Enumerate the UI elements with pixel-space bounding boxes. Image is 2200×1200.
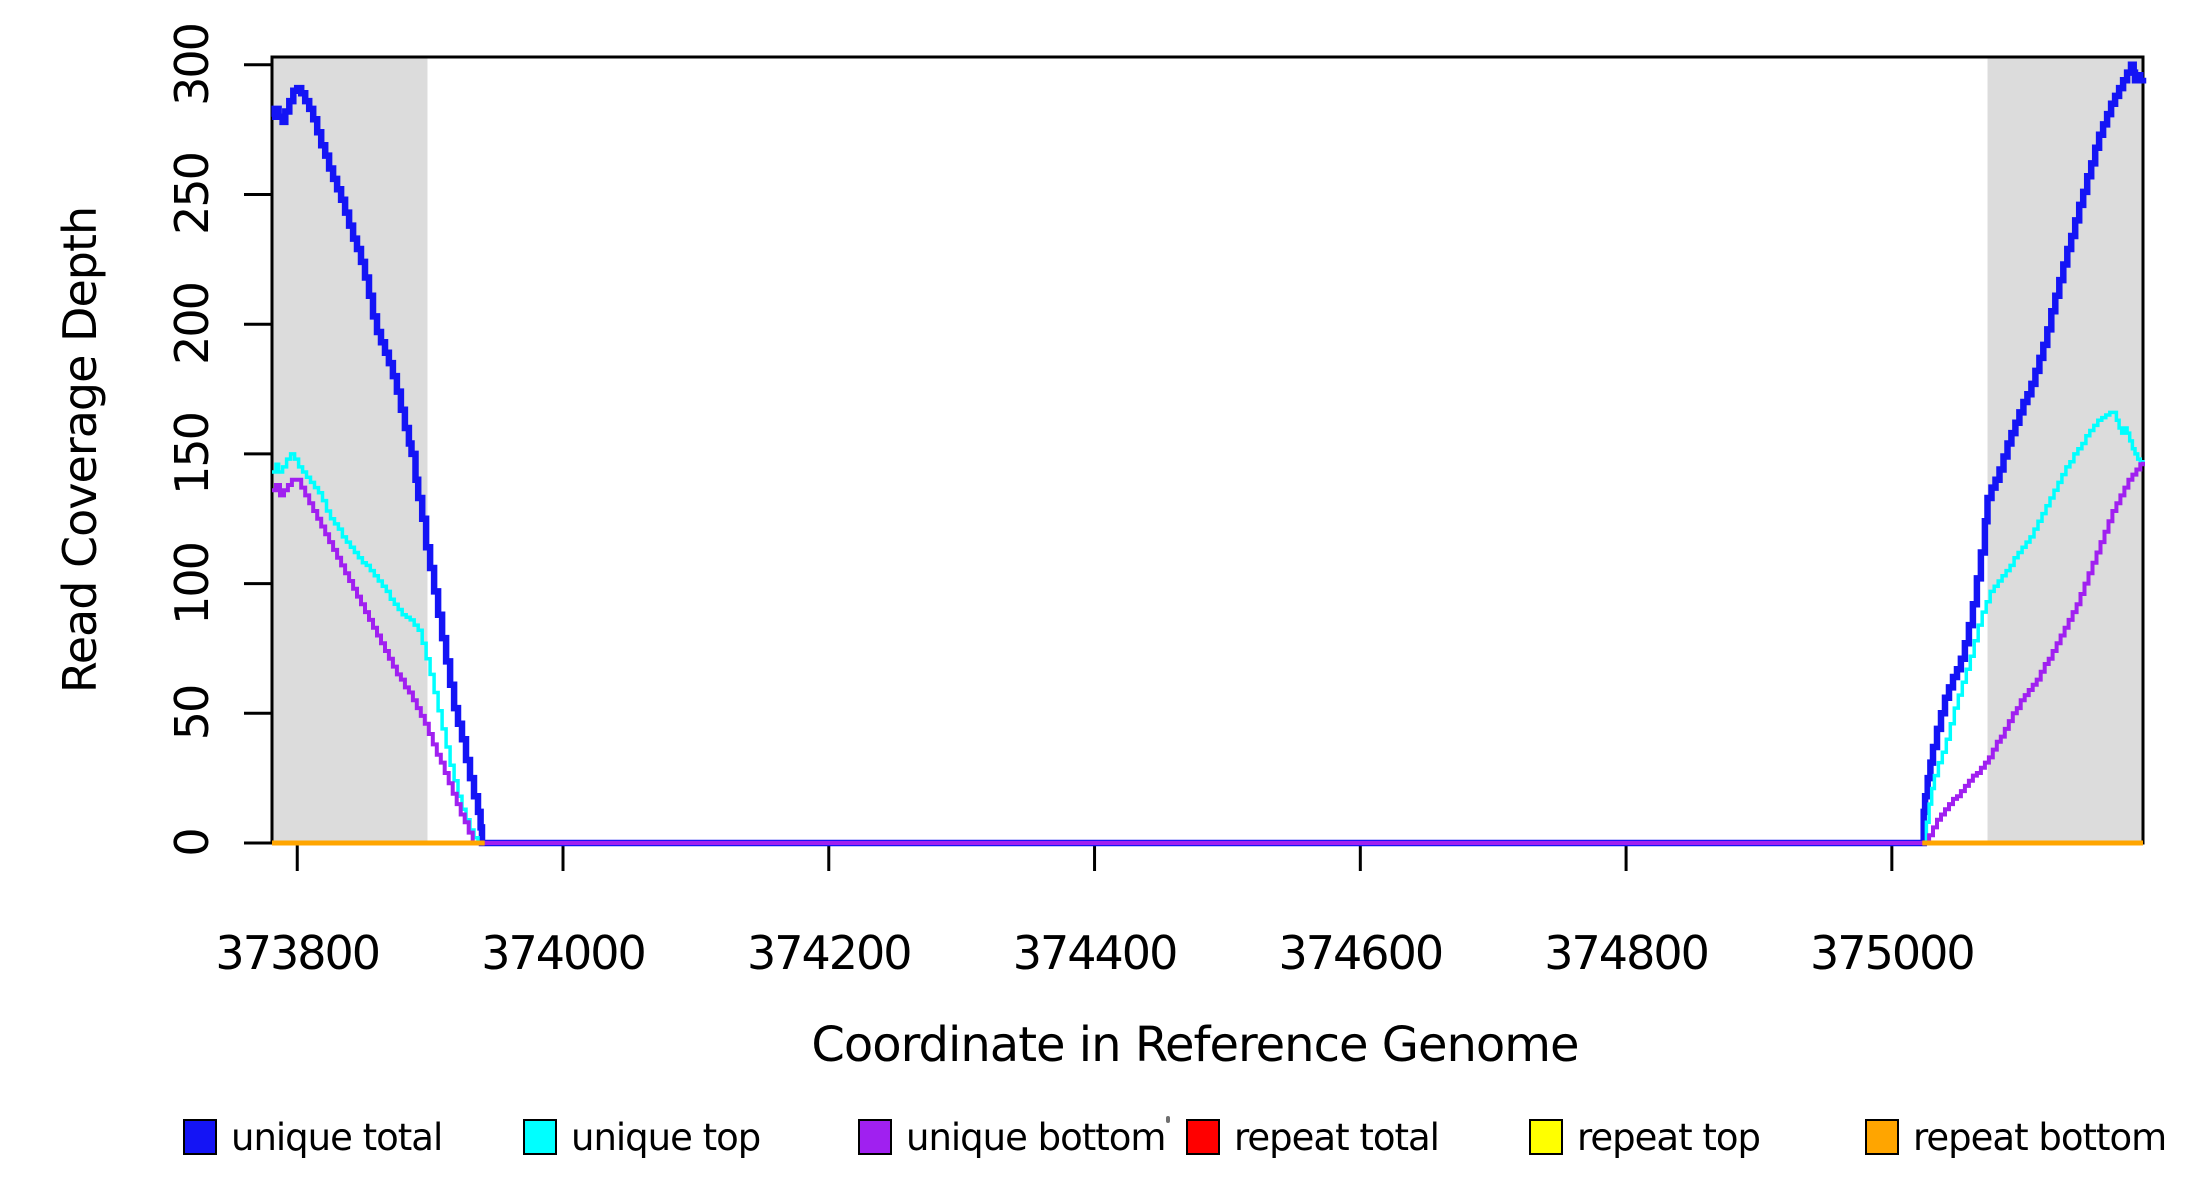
stray-mark — [1166, 1116, 1170, 1123]
legend-label: repeat total — [1234, 1115, 1440, 1159]
legend-label: unique top — [571, 1115, 761, 1159]
series-line-unique-top — [272, 410, 2145, 845]
legend-label: repeat bottom — [1913, 1115, 2167, 1159]
series-line-unique-bottom — [272, 461, 2145, 845]
y-tick-label: 200 — [165, 283, 219, 366]
legend-swatch-icon — [1186, 1119, 1220, 1155]
x-tick-label: 374800 — [1544, 926, 1710, 980]
plot-box — [270, 55, 2145, 845]
y-tick-label: 150 — [165, 412, 219, 495]
legend-item-unique-bottom: unique bottom — [858, 1115, 1166, 1159]
legend-label: repeat top — [1577, 1115, 1761, 1159]
y-tick-label: 250 — [165, 153, 219, 236]
y-tick-label: 50 — [165, 686, 219, 741]
x-tick-label: 374600 — [1278, 926, 1445, 980]
legend-item-repeat-top: repeat top — [1529, 1115, 1761, 1159]
y-axis-title: Read Coverage Depth — [53, 206, 107, 694]
y-tick-label: 0 — [165, 829, 219, 857]
legend-swatch-icon — [183, 1119, 217, 1155]
legend-swatch-icon — [1529, 1119, 1563, 1155]
x-tick-label: 374000 — [481, 926, 647, 980]
legend-item-repeat-total: repeat total — [1186, 1115, 1440, 1159]
y-tick-label: 100 — [165, 542, 219, 625]
legend-item-unique-total: unique total — [183, 1115, 443, 1159]
legend-label: unique total — [231, 1115, 443, 1159]
highlight-band — [1987, 57, 2143, 843]
legend-item-unique-top: unique top — [523, 1115, 761, 1159]
x-axis-title: Coordinate in Reference Genome — [811, 1017, 1579, 1073]
legend-swatch-icon — [858, 1119, 892, 1155]
legend-swatch-icon — [1865, 1119, 1899, 1155]
legend-swatch-icon — [523, 1119, 557, 1155]
x-tick-label: 375000 — [1810, 926, 1976, 980]
series-line-unique-total — [271, 61, 2147, 847]
highlight-band — [272, 57, 428, 843]
legend-label: unique bottom — [906, 1115, 1166, 1159]
y-tick-label: 300 — [165, 23, 219, 106]
x-tick-label: 374400 — [1012, 926, 1179, 980]
x-tick-label: 373800 — [215, 926, 381, 980]
x-tick-label: 374200 — [746, 926, 913, 980]
legend-item-repeat-bottom: repeat bottom — [1865, 1115, 2167, 1159]
